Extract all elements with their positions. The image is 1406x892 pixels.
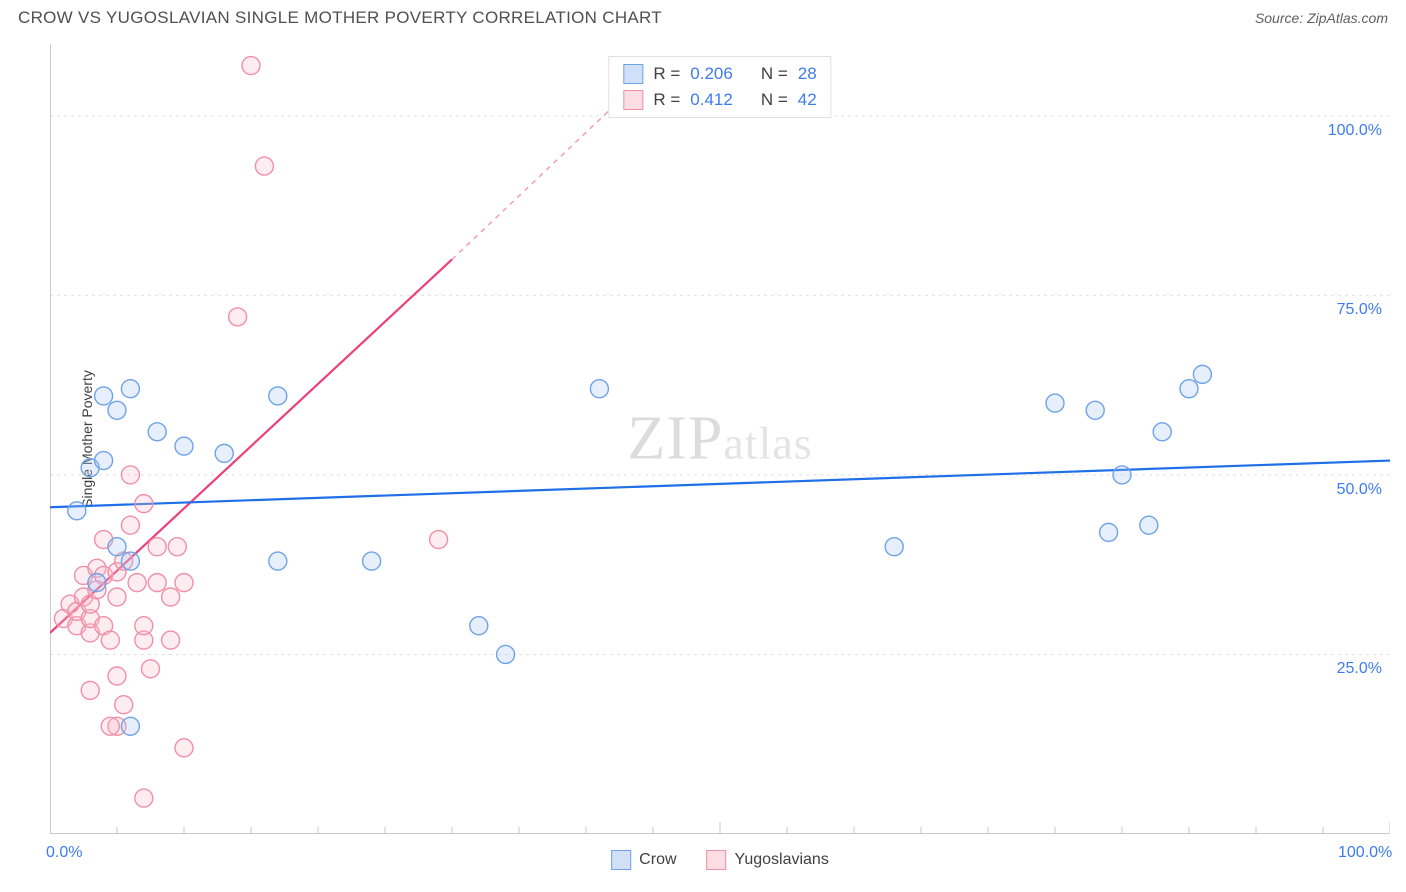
stats-swatch [623, 64, 643, 84]
chart-header: CROW VS YUGOSLAVIAN SINGLE MOTHER POVERT… [0, 0, 1406, 34]
y-tick-label: 75.0% [1337, 301, 1382, 319]
x-tick-label: 0.0% [46, 844, 82, 862]
y-tick-label: 50.0% [1337, 481, 1382, 499]
stats-n-label: N = [761, 90, 788, 110]
chart-area: Single Mother Poverty ZIPatlas R =0.206N… [50, 44, 1390, 834]
stats-swatch [623, 90, 643, 110]
x-tick-label: 100.0% [1338, 844, 1392, 862]
stats-row: R = 0.412 N = 42 [609, 87, 830, 113]
chart-title: CROW VS YUGOSLAVIAN SINGLE MOTHER POVERT… [18, 8, 662, 28]
legend-label: Crow [639, 851, 676, 868]
legend-label: Yugoslavians [735, 851, 829, 868]
stats-row: R = 0.206 N = 28 [609, 61, 830, 87]
source-name: ZipAtlas.com [1307, 10, 1388, 26]
legend-swatch [611, 850, 631, 870]
legend-item: Crow [611, 850, 676, 870]
stats-box: R = 0.206 N = 28 R = 0.412 N = 42 [608, 56, 831, 118]
bottom-legend: Crow Yugoslavians [611, 850, 829, 870]
y-tick-label: 100.0% [1328, 122, 1382, 140]
chart-source: Source: ZipAtlas.com [1255, 10, 1388, 26]
stats-r-label: R = [653, 90, 680, 110]
legend-item: Yugoslavians [707, 850, 829, 870]
source-prefix: Source: [1255, 10, 1307, 26]
stats-n-label: N = [761, 64, 788, 84]
stats-r-value: 0.206 [690, 64, 733, 84]
y-tick-label: 25.0% [1337, 660, 1382, 678]
stats-r-label: R = [653, 64, 680, 84]
stats-n-value: 28 [798, 64, 817, 84]
stats-r-value: 0.412 [690, 90, 733, 110]
legend-swatch [707, 850, 727, 870]
stats-n-value: 42 [798, 90, 817, 110]
scatter-plot [50, 44, 1390, 834]
